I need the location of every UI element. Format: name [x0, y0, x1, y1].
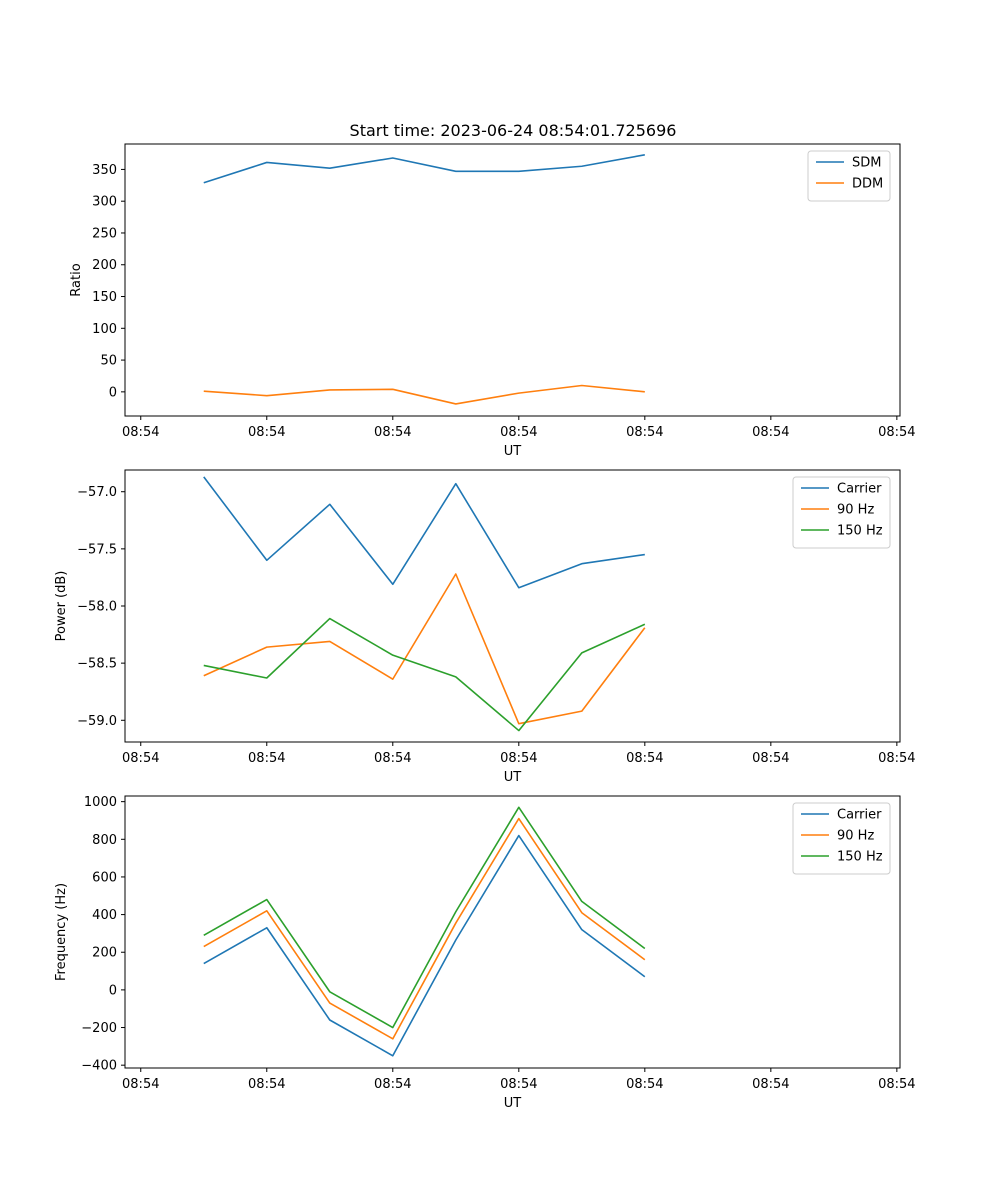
x-tick-label: 08:54 [878, 1077, 915, 1092]
y-axis-label: Ratio [69, 263, 84, 296]
frequency-chart: 08:54 08:54 08:54 08:54 08:54 08:54 08:54 −400 −… [54, 795, 916, 1111]
x-tick-label: 08:54 [500, 425, 537, 440]
x-tick-label: 08:54 [500, 1077, 537, 1092]
y-tick-label: 200 [92, 946, 117, 961]
y-tick-label: 350 [92, 163, 117, 178]
legend-label: SDM [852, 156, 881, 171]
plot-frame [124, 469, 901, 743]
x-tick-label: 08:54 [374, 1077, 411, 1092]
x-tick-label: 08:54 [374, 751, 411, 766]
y-tick-label: −400 [81, 1059, 117, 1074]
series-line-carrier [203, 834, 646, 1057]
y-tick-label: 250 [92, 226, 117, 241]
x-tick-label: 08:54 [752, 751, 789, 766]
x-tick-label: 08:54 [248, 1077, 285, 1092]
y-tick-label: −58.0 [77, 600, 117, 615]
y-tick-label: 400 [92, 908, 117, 923]
x-tick-label: 08:54 [626, 751, 663, 766]
series-line-90-hz [203, 573, 646, 725]
y-axis-label: Power (dB) [54, 571, 69, 642]
y-tick-label: 150 [92, 290, 117, 305]
legend-label: 90 Hz [837, 829, 874, 844]
y-tick-label: 1000 [84, 795, 117, 810]
series-line-150-hz [203, 617, 646, 732]
y-tick-label: −59.0 [77, 714, 117, 729]
figure-title: Start time: 2023-06-24 08:54:01.725696 [350, 121, 677, 140]
y-tick-label: 0 [109, 983, 117, 998]
x-tick-label: 08:54 [878, 425, 915, 440]
y-tick-label: −200 [81, 1021, 117, 1036]
y-tick-label: 100 [92, 322, 117, 337]
y-tick-label: 800 [92, 833, 117, 848]
x-tick-label: 08:54 [878, 751, 915, 766]
series-line-sdm [203, 154, 645, 184]
legend-box [807, 150, 891, 202]
x-tick-label: 08:54 [122, 751, 159, 766]
plot-frame [124, 795, 901, 1069]
x-axis-label: UT [504, 770, 522, 785]
x-tick-label: 08:54 [626, 425, 663, 440]
x-tick-label: 08:54 [122, 1077, 159, 1092]
legend-label: 150 Hz [837, 850, 883, 865]
ratio-chart: 08:54 08:54 08:54 08:54 08:54 08:54 08:54 0 50 10… [69, 143, 916, 459]
x-axis-label: UT [504, 1096, 522, 1111]
y-tick-label: 600 [92, 870, 117, 885]
legend-label: 90 Hz [837, 503, 874, 518]
x-tick-label: 08:54 [626, 1077, 663, 1092]
x-tick-label: 08:54 [374, 425, 411, 440]
x-tick-label: 08:54 [500, 751, 537, 766]
series-line-150-hz [203, 806, 646, 1029]
x-tick-label: 08:54 [752, 425, 789, 440]
legend-label: Carrier [837, 482, 882, 497]
series-line-ddm [203, 384, 645, 405]
y-tick-label: 300 [92, 195, 117, 210]
x-tick-label: 08:54 [248, 425, 285, 440]
y-tick-label: −58.5 [77, 657, 117, 672]
x-tick-label: 08:54 [752, 1077, 789, 1092]
y-tick-label: 200 [92, 258, 117, 273]
x-tick-label: 08:54 [122, 425, 159, 440]
y-tick-label: 50 [100, 354, 117, 369]
series-line-90-hz [203, 817, 646, 1040]
y-tick-label: −57.0 [77, 485, 117, 500]
power-chart: 08:54 08:54 08:54 08:54 08:54 08:54 08:54 −59.0… [54, 469, 916, 785]
y-axis-label: Frequency (Hz) [54, 883, 69, 981]
y-tick-label: 0 [109, 385, 117, 400]
x-tick-label: 08:54 [248, 751, 285, 766]
series-line-carrier [203, 476, 645, 589]
legend-label: Carrier [837, 808, 882, 823]
legend-label: 150 Hz [837, 524, 883, 539]
legend-label: DDM [852, 177, 883, 192]
y-tick-label: −57.5 [77, 542, 117, 557]
x-axis-label: UT [504, 444, 522, 459]
plot-frame [124, 143, 901, 417]
